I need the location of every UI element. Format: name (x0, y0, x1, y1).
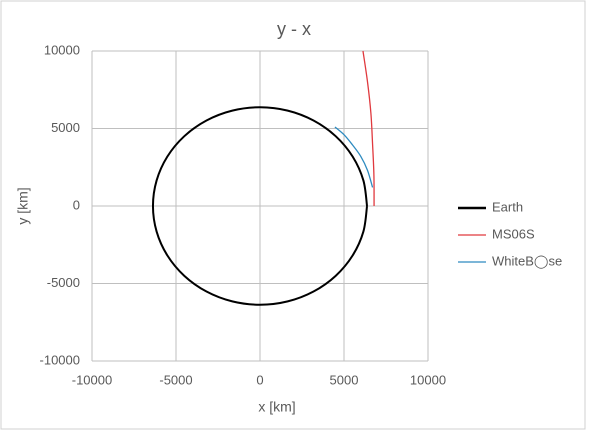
x-tick-label: 10000 (410, 372, 446, 387)
y-tick-label: -5000 (47, 275, 80, 290)
series-line (362, 50, 375, 207)
x-tick-label: 5000 (330, 372, 359, 387)
x-tick-label: -10000 (72, 372, 112, 387)
y-tick-label: 5000 (51, 120, 80, 135)
x-axis-title: x [km] (258, 399, 295, 415)
chart-title: y - x (277, 19, 311, 39)
legend-label: MS06S (492, 226, 535, 241)
y-tick-label: 10000 (44, 42, 80, 57)
legend-label: Earth (492, 199, 523, 214)
x-tick-label: 0 (256, 372, 263, 387)
series-line (151, 106, 369, 306)
legend-label: WhiteB◯se (492, 253, 562, 269)
x-tick-label: -5000 (159, 372, 192, 387)
series-line (334, 126, 374, 188)
y-axis-title: y [km] (15, 187, 31, 224)
y-tick-label: -10000 (40, 352, 80, 367)
y-tick-label: 0 (73, 197, 80, 212)
